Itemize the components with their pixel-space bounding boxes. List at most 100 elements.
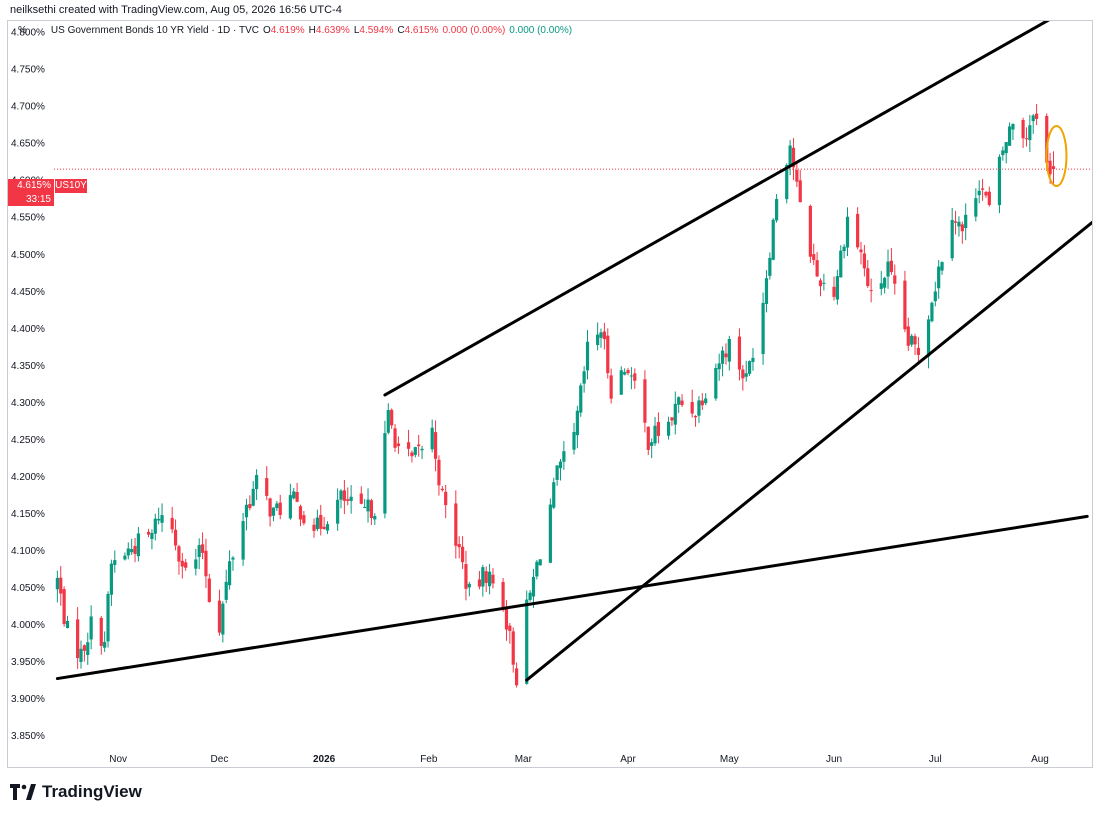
candle-body (268, 498, 272, 517)
candle-body (646, 426, 650, 450)
x-tick-label: Dec (211, 754, 229, 765)
y-tick-label: 4.000% (11, 620, 45, 631)
candle-body (714, 367, 718, 399)
candle-body (866, 268, 870, 287)
candle-body (964, 214, 968, 229)
bar-countdown: 33:15 (25, 194, 51, 205)
candle-body (390, 409, 394, 426)
x-tick-label: Feb (420, 754, 438, 765)
candle-body (666, 421, 671, 436)
candle-body (700, 400, 704, 406)
candle-body (558, 461, 563, 469)
candle-body (437, 459, 441, 486)
attribution-text: neilksethi created with TradingView.com,… (10, 4, 342, 16)
candle-body (194, 559, 198, 569)
candle-body (417, 444, 421, 447)
candle-body (953, 221, 958, 223)
candle-body (106, 593, 110, 642)
candle-body (845, 216, 850, 248)
candle-body (538, 559, 542, 566)
candle-body (889, 260, 894, 273)
candle-body (926, 319, 931, 357)
candle-body (1024, 138, 1029, 140)
candle-body (1004, 142, 1008, 154)
x-tick-label: May (720, 754, 739, 765)
candle-body (562, 451, 566, 462)
candle-body (1021, 120, 1025, 139)
tradingview-logo[interactable]: TradingView (10, 782, 142, 802)
candle-body (413, 447, 417, 455)
chart-panel[interactable]: 4.800%4.750%4.700%4.650%4.600%4.550%4.50… (7, 20, 1093, 768)
candle-body (366, 499, 370, 512)
candle-body (200, 544, 205, 553)
candle-body (555, 465, 559, 480)
candle-body (690, 401, 694, 414)
legend-close: 4.615% (404, 25, 439, 36)
candle-body (741, 369, 745, 379)
candle-body (103, 641, 107, 648)
x-tick-label: Jun (826, 754, 842, 765)
price-chart[interactable]: 4.800%4.750%4.700%4.650%4.600%4.550%4.50… (8, 21, 1093, 768)
candle-body (599, 332, 603, 338)
candle-body (319, 514, 323, 529)
candle-body (292, 491, 296, 499)
candle-body (487, 571, 492, 587)
x-tick-label: Jul (929, 754, 942, 765)
legend-symbol[interactable]: US Government Bonds 10 YR Yield · 1D · T… (50, 25, 259, 36)
candle-body (771, 219, 775, 260)
symbol-tag: US10Y (55, 179, 87, 193)
x-tick-label: Nov (109, 754, 127, 765)
candle-body (221, 603, 225, 635)
candle-body (241, 521, 245, 560)
candle-body (751, 357, 755, 362)
candle-body (862, 253, 866, 269)
lower-channel-trendline (525, 220, 1092, 682)
candle-body (677, 397, 681, 405)
candle-body (170, 517, 174, 530)
candle-body (930, 302, 934, 322)
candle-body (697, 400, 701, 416)
candle-body (511, 631, 515, 665)
candle-body (623, 372, 627, 375)
candle-body (883, 277, 887, 288)
candle-body (957, 221, 961, 227)
candle-body (812, 254, 816, 261)
candle-body (903, 280, 907, 330)
candle-body (788, 145, 792, 166)
candle-body (227, 561, 232, 586)
candle-body (768, 257, 772, 276)
tradingview-logo-text: TradingView (42, 782, 142, 801)
candle-body (579, 385, 583, 413)
candle-body (433, 432, 438, 459)
candle-body (349, 496, 353, 501)
candle-body (514, 668, 519, 686)
y-tick-label: 4.350% (11, 361, 45, 372)
legend-change: 0.000 (0.00%) (442, 25, 506, 36)
y-tick-label: 4.500% (11, 250, 45, 261)
candle-body (126, 548, 130, 556)
candle-body (910, 335, 914, 345)
candle-body (136, 533, 141, 557)
candle-body (406, 442, 411, 449)
candle-body (1001, 150, 1005, 156)
candle-body (248, 504, 252, 509)
candle-body (322, 526, 326, 529)
candle-body (531, 576, 536, 597)
candle-body (197, 545, 201, 557)
y-tick-label: 4.200% (11, 472, 45, 483)
candle-body (59, 577, 63, 594)
candle-body (643, 379, 647, 423)
candle-body (633, 373, 637, 381)
candle-body (295, 492, 299, 502)
candle-body (997, 156, 1002, 206)
candle-body (525, 599, 529, 684)
candle-body (656, 422, 661, 436)
candle-body (160, 515, 164, 523)
legend-open: 4.619% (270, 25, 305, 36)
candle-body (1011, 123, 1015, 130)
candle-body (113, 560, 117, 565)
candle-body (822, 282, 826, 284)
candle-body (254, 475, 259, 490)
candle-body (842, 246, 846, 252)
candle-body (747, 361, 752, 374)
